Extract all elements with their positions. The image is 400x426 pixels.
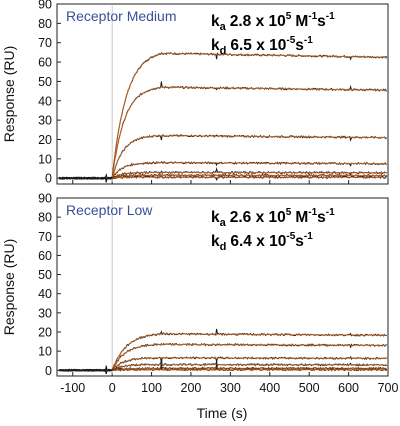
x-tick-label: 300	[220, 381, 241, 395]
x-axis-ticks: -100 0 100 200 300 400 500 600 700	[60, 372, 398, 395]
fit-trace	[111, 333, 387, 371]
x-tick-label: 400	[259, 381, 280, 395]
fit-trace	[111, 357, 387, 371]
y-tick-label: 10	[38, 152, 52, 166]
y-tick-label: 90	[38, 0, 52, 12]
y-tick-label: 40	[38, 94, 52, 108]
ka-annotation: ka 2.8 x 105 M-1s-1	[211, 11, 335, 33]
y-axis-title: Response (RU)	[1, 46, 17, 142]
y-tick-label: 50	[38, 75, 52, 89]
y-tick-label: 0	[45, 172, 52, 186]
y-tick-label: 20	[38, 325, 52, 339]
fit-trace	[111, 86, 387, 179]
fit-trace	[112, 174, 387, 179]
y-tick-label: 30	[38, 114, 52, 128]
fit-trace	[111, 343, 387, 371]
y-tick-label: 60	[38, 249, 52, 263]
ka-annotation: ka 2.6 x 105 M-1s-1	[211, 207, 335, 229]
x-tick-label: -100	[60, 381, 85, 395]
sensorgram-traces	[58, 51, 388, 183]
fit-trace	[112, 369, 387, 371]
fit-trace	[111, 135, 387, 179]
y-tick-label: 0	[45, 364, 52, 378]
panel-label: Receptor Low	[66, 202, 153, 218]
y-tick-label: 10	[38, 345, 52, 359]
x-tick-label: 700	[378, 381, 399, 395]
sensorgram-traces	[58, 328, 388, 375]
x-tick-label: 0	[109, 381, 116, 395]
y-tick-label: 80	[38, 17, 52, 31]
y-axis-ticks: 0 10 20 30 40 50 60 70 80 90	[38, 0, 61, 186]
fit-trace	[111, 52, 387, 179]
x-tick-label: 600	[338, 381, 359, 395]
y-tick-label: 50	[38, 268, 52, 282]
kd-annotation: kd 6.5 x 10-5s-1	[211, 35, 313, 57]
y-tick-label: 20	[38, 133, 52, 147]
y-tick-label: 70	[38, 230, 52, 244]
y-tick-label: 30	[38, 306, 52, 320]
x-tick-label: 100	[141, 381, 162, 395]
fit-trace	[112, 176, 387, 179]
fit-trace	[112, 367, 387, 371]
y-tick-label: 60	[38, 56, 52, 70]
y-tick-label: 80	[38, 211, 52, 225]
y-axis-ticks: 0 10 20 30 40 50 60 70 80 90	[38, 192, 61, 378]
x-tick-label: 500	[299, 381, 320, 395]
panel-receptor-medium: 0 10 20 30 40 50 60 70 80 90 Receptor Medium ka 2.…	[1, 0, 389, 186]
fit-trace	[111, 171, 387, 179]
x-axis-title: Time (s)	[197, 405, 248, 421]
y-tick-label: 90	[38, 192, 52, 206]
x-tick-label: 200	[181, 381, 202, 395]
fit-trace	[111, 162, 387, 179]
y-tick-label: 70	[38, 36, 52, 50]
y-tick-label: 40	[38, 287, 52, 301]
fit-trace	[111, 364, 387, 371]
panel-receptor-low: 0 10 20 30 40 50 60 70 80 90 -100 0 100 200 300 400 500…	[1, 192, 398, 422]
panel-label: Receptor Medium	[66, 8, 177, 24]
kd-annotation: kd 6.4 x 10-5s-1	[211, 231, 313, 253]
y-axis-title: Response (RU)	[1, 239, 17, 335]
